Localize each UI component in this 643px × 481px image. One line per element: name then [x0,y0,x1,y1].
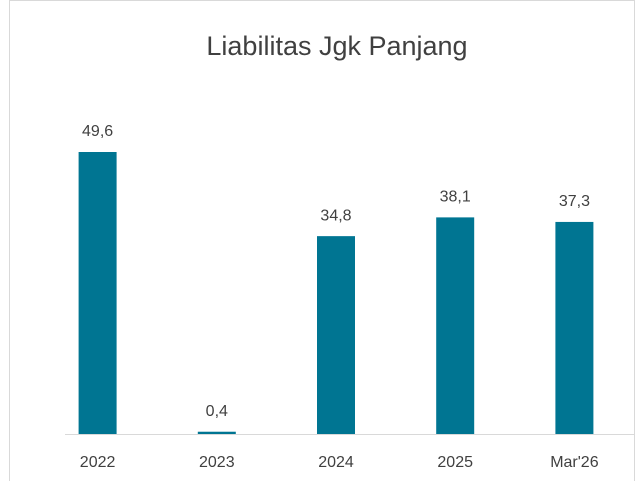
value-label: 37,3 [559,193,590,210]
bar [436,217,475,434]
x-tick-label: 2023 [199,454,235,471]
x-tick-label: 2022 [80,454,116,471]
x-tick-label: 2025 [437,454,473,471]
value-label: 38,1 [440,189,471,206]
x-tick-label: 2024 [318,454,354,471]
bar [78,152,117,434]
value-label: 0,4 [206,403,228,420]
chart-title: Liabilitas Jgk Panjang [206,31,467,61]
value-label: 34,8 [320,207,351,224]
bar [555,221,594,434]
value-label: 49,6 [82,123,113,140]
bar [197,431,236,434]
bar [317,236,355,434]
x-tick-label: Mar'26 [550,454,599,471]
